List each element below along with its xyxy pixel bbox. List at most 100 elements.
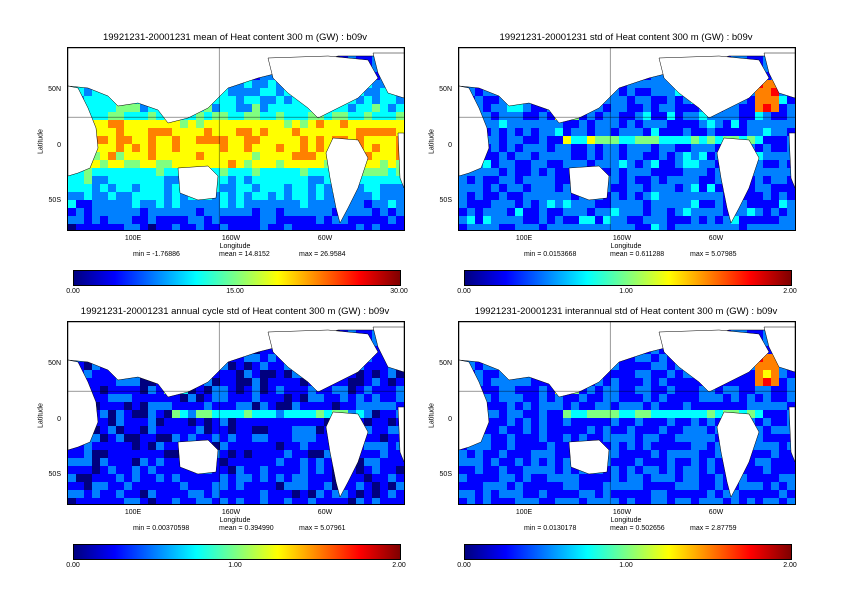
field-cell — [643, 474, 651, 482]
field-cell — [172, 402, 180, 410]
field-cell — [779, 426, 787, 434]
field-cell — [172, 120, 180, 128]
field-cell — [659, 136, 667, 144]
field-cell — [116, 410, 124, 418]
field-cell — [196, 208, 204, 216]
field-cell — [539, 152, 547, 160]
field-cell — [364, 144, 372, 152]
field-cell — [276, 394, 284, 402]
field-cell — [643, 152, 651, 160]
field-cell — [523, 426, 531, 434]
field-cell — [787, 482, 795, 490]
field-cell — [228, 104, 236, 112]
field-cell — [587, 402, 595, 410]
field-cell — [284, 394, 292, 402]
field-cell — [260, 378, 268, 386]
field-cell — [308, 482, 316, 490]
field-cell — [579, 216, 587, 224]
field-cell — [180, 160, 188, 168]
field-cell — [188, 136, 196, 144]
field-cell — [132, 176, 140, 184]
field-cell — [364, 362, 372, 370]
field-cell — [715, 168, 723, 176]
field-cell — [132, 192, 140, 200]
field-cell — [220, 192, 228, 200]
field-cell — [108, 208, 116, 216]
field-cell — [771, 112, 779, 120]
field-cell — [603, 442, 611, 450]
field-cell — [244, 410, 252, 418]
field-cell — [539, 490, 547, 498]
field-cell — [372, 354, 380, 362]
field-cell — [228, 184, 236, 192]
field-cell — [84, 490, 92, 498]
field-cell — [388, 104, 396, 112]
field-cell — [156, 184, 164, 192]
field-cell — [627, 176, 635, 184]
field-cell — [156, 120, 164, 128]
field-cell — [747, 200, 755, 208]
field-cell — [563, 498, 571, 504]
field-cell — [659, 184, 667, 192]
field-cell — [372, 128, 380, 136]
field-cell — [244, 144, 252, 152]
field-cell — [715, 482, 723, 490]
field-cell — [755, 88, 763, 96]
field-cell — [675, 184, 683, 192]
field-cell — [507, 434, 515, 442]
field-cell — [747, 112, 755, 120]
field-cell — [627, 482, 635, 490]
field-cell — [236, 474, 244, 482]
field-cell — [92, 120, 100, 128]
field-cell — [228, 136, 236, 144]
field-cell — [723, 112, 731, 120]
field-cell — [252, 402, 260, 410]
field-cell — [396, 466, 404, 474]
field-cell — [132, 168, 140, 176]
field-cell — [635, 362, 643, 370]
field-cell — [180, 192, 188, 200]
field-cell — [84, 466, 92, 474]
land-mass — [325, 411, 369, 498]
field-cell — [100, 378, 108, 386]
field-cell — [659, 362, 667, 370]
field-cell — [683, 160, 691, 168]
field-cell — [172, 216, 180, 224]
field-cell — [763, 338, 771, 346]
field-cell — [196, 490, 204, 498]
field-cell — [220, 458, 228, 466]
field-cell — [699, 184, 707, 192]
field-cell — [547, 402, 555, 410]
field-cell — [787, 128, 795, 136]
field-cell — [324, 410, 332, 418]
field-cell — [252, 144, 260, 152]
field-cell — [276, 482, 284, 490]
field-cell — [348, 200, 356, 208]
field-cell — [380, 474, 388, 482]
field-cell — [483, 208, 491, 216]
field-cell — [212, 160, 220, 168]
field-cell — [196, 136, 204, 144]
field-cell — [699, 394, 707, 402]
field-cell — [787, 216, 795, 224]
field-cell — [579, 208, 587, 216]
field-cell — [308, 418, 316, 426]
field-cell — [587, 434, 595, 442]
field-cell — [228, 168, 236, 176]
field-cell — [611, 96, 619, 104]
field-cell — [651, 136, 659, 144]
field-cell — [475, 450, 483, 458]
field-cell — [595, 418, 603, 426]
field-cell — [603, 104, 611, 112]
field-cell — [691, 426, 699, 434]
field-cell — [643, 144, 651, 152]
field-cell — [180, 466, 188, 474]
field-cell — [635, 120, 643, 128]
field-cell — [771, 224, 779, 230]
field-cell — [779, 458, 787, 466]
field-cell — [124, 144, 132, 152]
colorbar-max-label: 2.00 — [392, 562, 406, 569]
field-cell — [372, 64, 380, 72]
field-cell — [507, 402, 515, 410]
field-cell — [483, 216, 491, 224]
